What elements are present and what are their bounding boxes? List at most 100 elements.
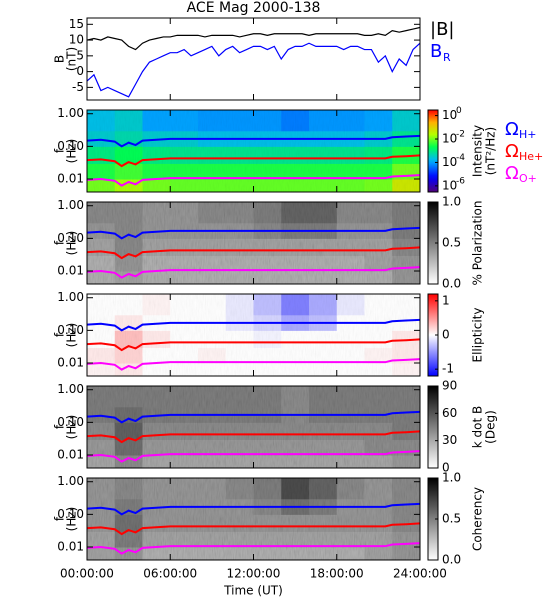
axes-frame <box>86 17 421 101</box>
legend-label: Ω <box>505 119 519 140</box>
data-line <box>87 318 420 332</box>
colorbar-tick-label: 1.0 <box>442 195 461 209</box>
y-axis-label: f <box>53 424 67 429</box>
y-tick-label: 0.10 <box>57 507 84 521</box>
colorbar-tick-label: 0.0 <box>442 553 461 567</box>
y-tick-label: 1.00 <box>57 290 84 304</box>
plot-area <box>87 202 420 284</box>
y-tick-label: 1.00 <box>57 474 84 488</box>
data-line <box>87 338 420 352</box>
y-tick-label: 15 <box>69 17 84 31</box>
colorbar-label: (Deg) <box>484 410 498 444</box>
panel: 0.0 0.5 1.0 % Polarization 0.01 0.10 1.00 f(Hz) <box>53 195 485 291</box>
data-line <box>87 174 420 187</box>
y-tick-label: 10 <box>69 33 84 47</box>
colorbar-tick-label: 0.5 <box>442 512 461 526</box>
x-tick-label: 06:00:00 <box>143 567 197 581</box>
plot-area <box>87 386 420 468</box>
y-tick-label: 0.10 <box>57 231 84 245</box>
colorbar-tick-label: 10 <box>442 132 457 146</box>
y-tick-label: 0.01 <box>57 356 84 370</box>
colorbar-tick-label: 60 <box>442 406 457 420</box>
y-axis-label: f <box>53 516 67 521</box>
legend-subscript: He+ <box>519 150 543 163</box>
data-line <box>87 410 420 424</box>
data-line <box>87 154 420 168</box>
data-line <box>87 430 420 444</box>
data-line <box>87 266 420 279</box>
colorbar-tick-label: 0.0 <box>442 277 461 291</box>
colorbar-tick-label: 0 <box>442 461 450 475</box>
data-line <box>87 42 420 98</box>
y-tick-label: 5 <box>76 48 84 62</box>
y-axis-label: (Hz) <box>65 139 79 164</box>
colorbar-tick-label: 90 <box>442 379 457 393</box>
x-tick-label: 12:00:00 <box>227 567 281 581</box>
data-line <box>87 502 420 516</box>
data-line <box>87 26 420 51</box>
y-axis-label: f <box>53 332 67 337</box>
data-line <box>87 358 420 371</box>
plot-area <box>87 110 420 192</box>
colorbar-tick-label: 10 <box>442 178 457 192</box>
y-tick-label: 0.01 <box>57 264 84 278</box>
texture <box>87 478 420 560</box>
x-tick-label: 00:00:00 <box>60 567 114 581</box>
data-line <box>87 522 420 536</box>
x-axis-label: Time (UT) <box>223 584 283 598</box>
panel: -1 0 1 Ellipticity 0.01 0.10 1.00 f(Hz) <box>53 290 485 377</box>
legend-label: Ω <box>505 163 519 184</box>
y-axis-label: (nT) <box>65 47 79 71</box>
y-tick-label: 0.01 <box>57 448 84 462</box>
x-tick-label: 24:00:00 <box>393 567 447 581</box>
y-tick-label: 0.10 <box>57 139 84 153</box>
colorbar <box>427 385 439 469</box>
y-tick-label: 1.00 <box>57 106 84 120</box>
colorbar-tick-exponent: 0 <box>456 106 462 116</box>
data-line <box>87 450 420 463</box>
x-tick-label: 18:00:00 <box>310 567 364 581</box>
y-tick-label: 0 <box>76 64 84 78</box>
y-tick-label: -5 <box>72 80 84 94</box>
colorbar-tick-label: 30 <box>442 433 457 447</box>
colorbar <box>427 109 439 193</box>
colorbar-tick-exponent: -6 <box>456 176 465 186</box>
legend-subscript: O+ <box>519 172 537 185</box>
y-tick-label: 1.00 <box>57 382 84 396</box>
colorbar-label: Ellipticity <box>471 308 485 363</box>
y-tick-label: 0.01 <box>57 172 84 186</box>
y-axis-label: (Hz) <box>65 415 79 440</box>
data-line <box>87 226 420 240</box>
legend-subscript: H+ <box>519 128 537 141</box>
y-tick-label: 1.00 <box>57 198 84 212</box>
plot-area <box>87 26 420 98</box>
y-axis-label: (Hz) <box>65 231 79 256</box>
colorbar-tick-label: 0 <box>442 328 450 342</box>
panel: 0 30 60 90 k dot B (Deg) 0.01 0.10 1.00 f(Hz) <box>53 379 498 475</box>
colorbar-label: Intensity <box>471 125 485 177</box>
texture <box>87 386 420 468</box>
legend-label: B <box>430 41 442 62</box>
y-axis-label: B <box>53 55 67 63</box>
data-line <box>87 542 420 555</box>
colorbar-label: k dot B <box>471 406 485 448</box>
plot-area <box>87 478 420 560</box>
texture <box>87 202 420 284</box>
legend-label: |B| <box>430 19 454 40</box>
y-tick-label: 0.10 <box>57 323 84 337</box>
chart-title: ACE Mag 2000-138 <box>187 0 321 16</box>
colorbar-tick-label: 0.5 <box>442 236 461 250</box>
y-tick-label: 0.01 <box>57 540 84 554</box>
texture <box>87 294 420 376</box>
y-axis-label: f <box>53 240 67 245</box>
data-line <box>87 134 420 148</box>
plot-area <box>87 294 420 376</box>
y-axis-label: f <box>53 148 67 153</box>
colorbar-tick-label: 1.0 <box>442 471 461 485</box>
colorbar-tick-exponent: -2 <box>456 130 465 140</box>
colorbar-label: % Polarization <box>471 201 485 286</box>
colorbar-tick-label: 10 <box>442 108 457 122</box>
